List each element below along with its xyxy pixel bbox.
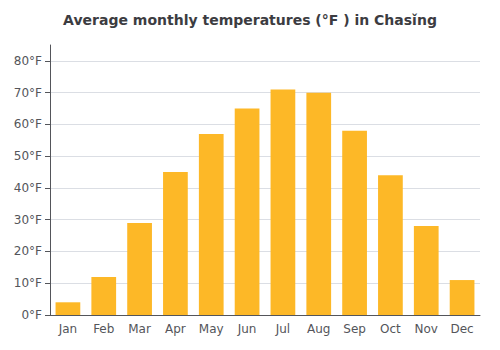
svg-text:70°F: 70°F [14,86,42,100]
svg-text:30°F: 30°F [14,213,42,227]
svg-text:May: May [199,322,224,336]
svg-text:40°F: 40°F [14,181,42,195]
svg-text:Dec: Dec [450,322,473,336]
svg-text:Feb: Feb [93,322,114,336]
svg-text:Jan: Jan [58,322,78,336]
svg-text:20°F: 20°F [14,244,42,258]
svg-text:60°F: 60°F [14,117,42,131]
svg-text:Nov: Nov [415,322,438,336]
svg-text:Sep: Sep [343,322,366,336]
svg-text:Apr: Apr [165,322,186,336]
svg-text:10°F: 10°F [14,276,42,290]
svg-text:Jul: Jul [275,322,290,336]
svg-text:Aug: Aug [307,322,330,336]
svg-text:Oct: Oct [380,322,401,336]
svg-text:80°F: 80°F [14,54,42,68]
svg-text:Jun: Jun [237,322,257,336]
svg-text:Mar: Mar [128,322,151,336]
svg-text:0°F: 0°F [21,308,42,322]
svg-text:Average monthly temperatures (: Average monthly temperatures (°F ) in Ch… [63,12,437,28]
svg-text:50°F: 50°F [14,149,42,163]
